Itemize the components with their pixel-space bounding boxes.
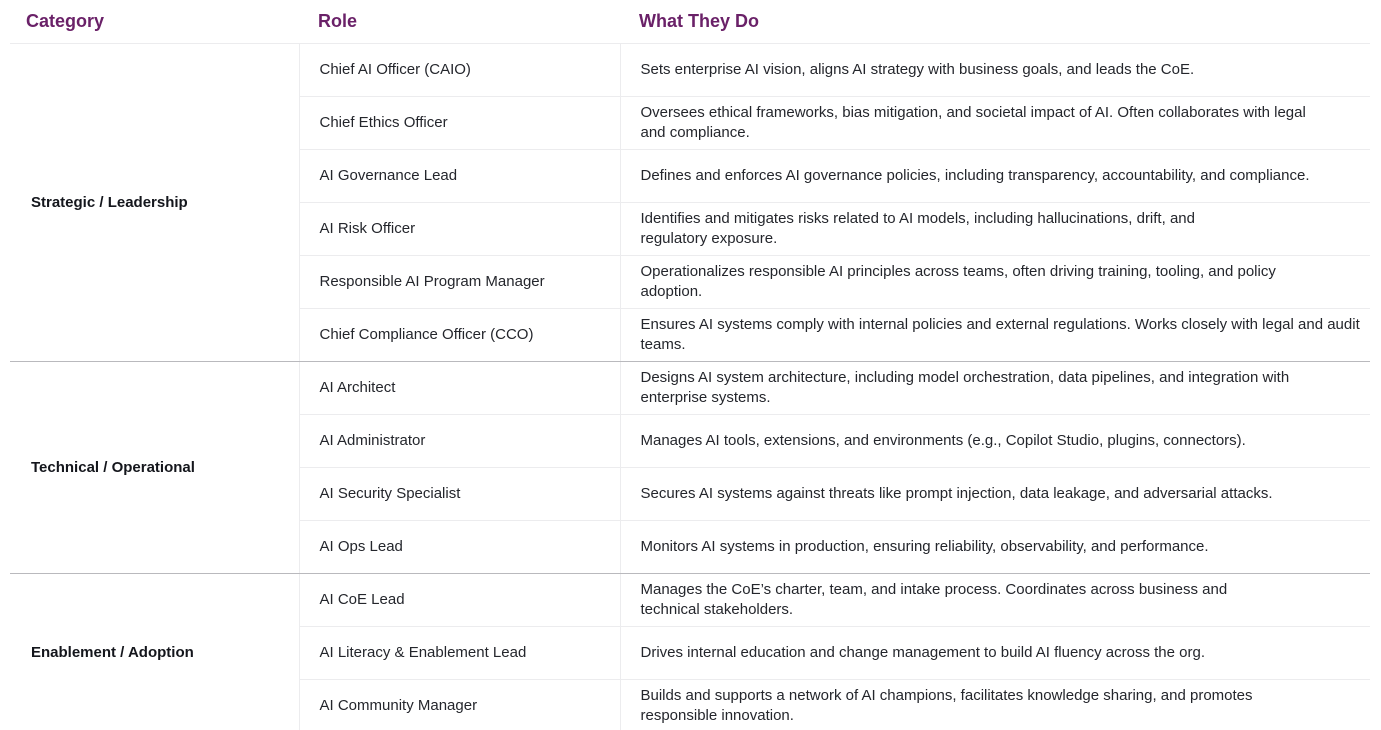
description-text: Manages the CoE’s charter, team, and int… — [640, 581, 1228, 618]
table-row: Strategic / Leadership Chief AI Officer … — [10, 43, 1370, 362]
role-cell: AI CoE Lead — [299, 573, 621, 627]
description-cell: Identifies and mitigates risks related t… — [620, 202, 1370, 256]
role-cell: Chief AI Officer (CAIO) — [299, 43, 621, 97]
description-text: Builds and supports a network of AI cham… — [640, 687, 1253, 724]
table-row: AI Literacy & Enablement Lead Drives int… — [10, 626, 1370, 680]
table-row: AI Community Manager Builds and supports… — [10, 679, 1370, 730]
category-enablement-adoption: Enablement / Adoption — [10, 573, 300, 730]
table-row: Technical / Operational AI Architect Des… — [10, 361, 1370, 574]
role-cell: AI Governance Lead — [299, 149, 621, 203]
description-cell: Builds and supports a network of AI cham… — [620, 679, 1370, 730]
table-row: Chief Compliance Officer (CCO) Ensures A… — [10, 308, 1370, 362]
description-cell: Oversees ethical frameworks, bias mitiga… — [620, 96, 1370, 150]
header-description: What They Do — [620, 0, 1370, 44]
table-row: Chief Ethics Officer Oversees ethical fr… — [10, 96, 1370, 150]
table-row: Responsible AI Program Manager Operation… — [10, 255, 1370, 309]
description-text: Secures AI systems against threats like … — [640, 485, 1273, 502]
description-text: Defines and enforces AI governance polic… — [640, 167, 1310, 184]
description-cell: Drives internal education and change man… — [620, 626, 1370, 680]
roles-table: Category Role What They Do Strategic / L… — [10, 0, 1370, 730]
table-row: AI Security Specialist Secures AI system… — [10, 467, 1370, 521]
category-strategic-leadership: Strategic / Leadership — [10, 43, 300, 362]
description-text: Designs AI system architecture, includin… — [640, 369, 1290, 406]
table-body: Strategic / Leadership Chief AI Officer … — [10, 43, 1370, 730]
role-cell: AI Risk Officer — [299, 202, 621, 256]
description-cell: Secures AI systems against threats like … — [620, 467, 1370, 521]
table-row: AI Administrator Manages AI tools, exten… — [10, 414, 1370, 468]
description-text: Identifies and mitigates risks related t… — [640, 210, 1195, 247]
role-cell: Chief Compliance Officer (CCO) — [299, 308, 621, 362]
role-cell: AI Community Manager — [299, 679, 621, 730]
description-text: Operationalizes responsible AI principle… — [640, 263, 1276, 300]
header-role: Role — [299, 0, 620, 44]
header-category: Category — [10, 0, 299, 44]
table-row: AI Ops Lead Monitors AI systems in produ… — [10, 520, 1370, 574]
description-cell: Ensures AI systems comply with internal … — [620, 308, 1370, 362]
description-text: Oversees ethical frameworks, bias mitiga… — [640, 104, 1306, 141]
category-technical-operational: Technical / Operational — [10, 361, 300, 574]
role-cell: Responsible AI Program Manager — [299, 255, 621, 309]
description-text: Drives internal education and change man… — [640, 644, 1206, 661]
description-text: Ensures AI systems comply with internal … — [640, 316, 1360, 353]
description-cell: Defines and enforces AI governance polic… — [620, 149, 1370, 203]
table-header: Category Role What They Do — [10, 0, 1370, 44]
description-text: Manages AI tools, extensions, and enviro… — [640, 432, 1246, 449]
table-row: AI Risk Officer Identifies and mitigates… — [10, 202, 1370, 256]
description-cell: Operationalizes responsible AI principle… — [620, 255, 1370, 309]
role-cell: AI Security Specialist — [299, 467, 621, 521]
description-cell: Manages the CoE’s charter, team, and int… — [620, 573, 1370, 627]
role-cell: AI Architect — [299, 361, 621, 415]
description-cell: Monitors AI systems in production, ensur… — [620, 520, 1370, 574]
header-row: Category Role What They Do — [10, 0, 1370, 44]
description-cell: Sets enterprise AI vision, aligns AI str… — [620, 43, 1370, 97]
description-cell: Manages AI tools, extensions, and enviro… — [620, 414, 1370, 468]
role-cell: AI Ops Lead — [299, 520, 621, 574]
table-row: Enablement / Adoption AI CoE Lead Manage… — [10, 573, 1370, 730]
description-text: Monitors AI systems in production, ensur… — [640, 538, 1209, 555]
description-text: Sets enterprise AI vision, aligns AI str… — [640, 61, 1195, 78]
table-row: AI Governance Lead Defines and enforces … — [10, 149, 1370, 203]
role-cell: AI Administrator — [299, 414, 621, 468]
role-cell: AI Literacy & Enablement Lead — [299, 626, 621, 680]
description-cell: Designs AI system architecture, includin… — [620, 361, 1370, 415]
role-cell: Chief Ethics Officer — [299, 96, 621, 150]
